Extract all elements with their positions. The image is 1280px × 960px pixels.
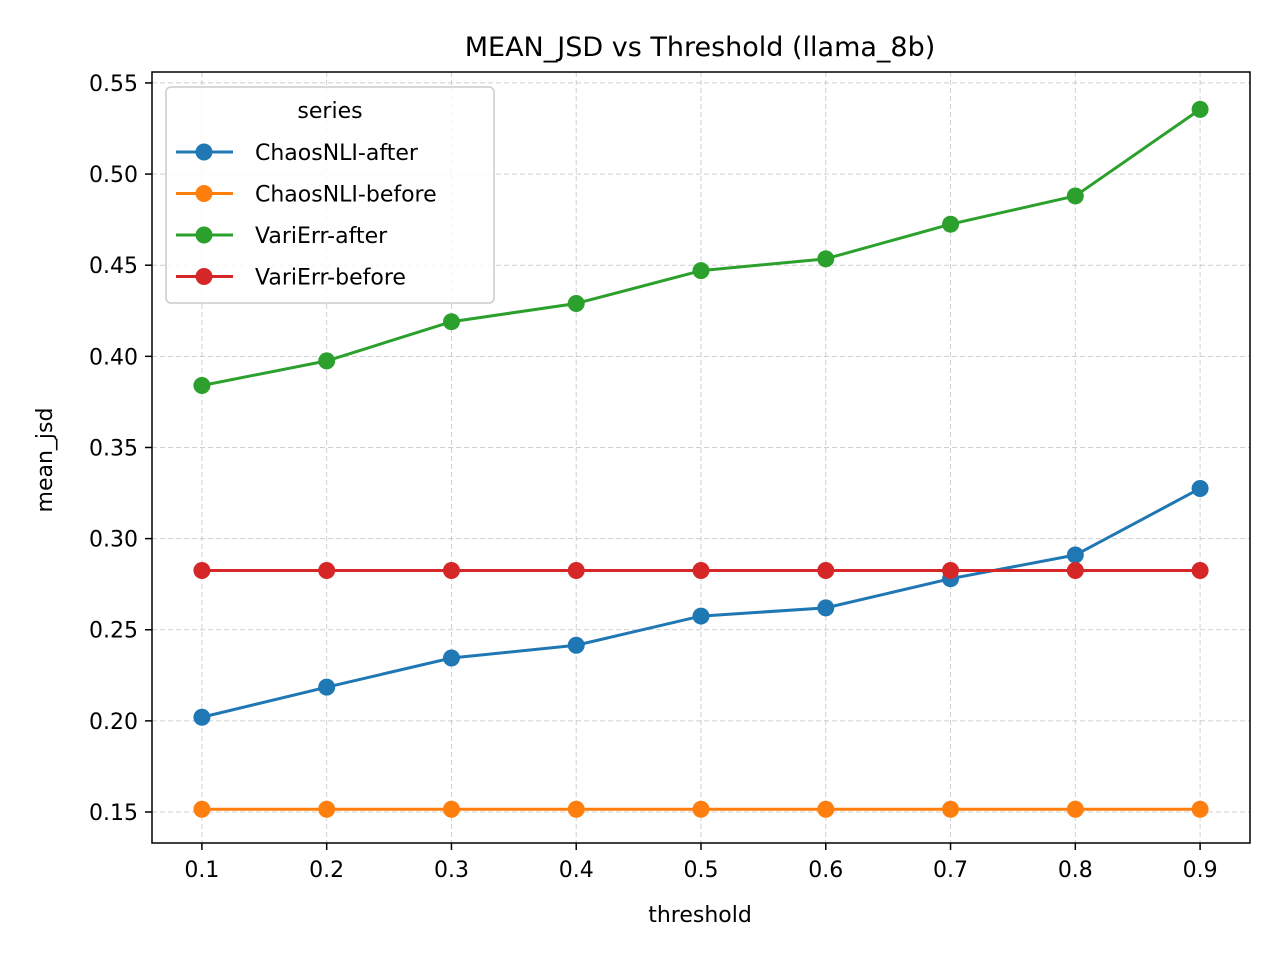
legend-marker [195,185,213,202]
y-tick-label: 0.50 [89,163,138,188]
legend-title: series [297,99,362,124]
y-tick-label: 0.20 [89,710,138,735]
y-axis-label: mean_jsd [33,408,58,513]
series-varierr-before [193,562,1209,580]
data-point-chaosnli-before [567,800,585,818]
series-varierr-after [193,100,1209,395]
data-point-chaosnli-before [193,800,211,818]
legend-marker [195,143,213,161]
data-point-chaosnli-before [942,800,960,818]
data-point-varierr-before [817,562,835,580]
legend: series ChaosNLI-after ChaosNLI-before VariE… [165,86,495,304]
x-tick-label: 0.5 [684,858,719,883]
x-tick-label: 0.9 [1183,858,1218,883]
data-point-chaosnli-after [1066,546,1084,564]
data-point-chaosnli-after [692,607,710,625]
x-tick-label: 0.4 [559,858,594,883]
legend-marker [195,268,213,285]
series-chaosnli-after [193,479,1209,726]
tick-layer: 0.1 0.2 0.3 0.4 0.5 0.6 0.7 0.8 0.9 0.15 0.20 0.25 0… [89,72,1218,883]
y-tick-label: 0.35 [89,436,138,461]
series-layer [193,100,1209,818]
data-point-chaosnli-after [1191,479,1209,497]
legend-label: VariErr-before [255,266,406,291]
data-point-chaosnli-after [817,599,835,617]
x-tick-label: 0.7 [933,858,968,883]
legend-entry-varierr-after: VariErr-after [176,224,388,249]
y-tick-label: 0.45 [89,254,138,279]
x-tick-label: 0.3 [434,858,469,883]
data-point-varierr-before [318,562,336,580]
data-point-chaosnli-before [692,800,710,818]
data-point-varierr-after [942,215,960,233]
data-point-chaosnli-before [1191,800,1209,818]
data-point-chaosnli-before [817,800,835,818]
y-tick-label: 0.40 [89,345,138,370]
data-point-varierr-before [1191,562,1209,580]
data-point-varierr-after [567,294,585,312]
legend-box [165,86,495,304]
data-point-varierr-after [817,250,835,268]
y-tick-label: 0.30 [89,528,138,553]
data-point-varierr-before [193,562,211,580]
chart-title: MEAN_JSD vs Threshold (llama_8b) [465,32,936,63]
data-point-chaosnli-before [318,800,336,818]
data-point-varierr-before [1066,562,1084,580]
y-tick-label: 0.15 [89,801,138,826]
data-point-varierr-before [942,562,960,580]
data-point-chaosnli-before [1066,800,1084,818]
series-chaosnli-before [193,800,1209,818]
legend-label: ChaosNLI-before [255,183,437,208]
legend-entry-chaosnli-after: ChaosNLI-after [176,141,419,166]
legend-label: ChaosNLI-after [255,141,419,166]
data-point-varierr-before [692,562,710,580]
data-point-varierr-after [193,377,211,395]
legend-entry-varierr-before: VariErr-before [176,266,406,291]
legend-entry-chaosnli-before: ChaosNLI-before [176,183,437,208]
data-point-varierr-after [1066,187,1084,205]
data-point-varierr-after [692,262,710,280]
data-point-varierr-before [442,562,460,580]
y-tick-label: 0.25 [89,619,138,644]
y-tick-label: 0.55 [89,72,138,97]
data-point-chaosnli-after [193,708,211,726]
x-tick-label: 0.8 [1058,858,1093,883]
data-point-chaosnli-after [318,678,336,696]
data-point-chaosnli-after [442,649,460,667]
x-tick-label: 0.2 [309,858,344,883]
legend-label: VariErr-after [255,224,388,249]
x-tick-label: 0.6 [808,858,843,883]
data-point-chaosnli-after [567,636,585,654]
x-tick-label: 0.1 [184,858,219,883]
data-point-chaosnli-before [442,800,460,818]
data-point-varierr-after [1191,100,1209,118]
x-axis-label: threshold [648,903,752,928]
data-point-varierr-after [442,313,460,331]
data-point-varierr-after [318,352,336,370]
legend-marker [195,226,213,244]
data-point-varierr-before [567,562,585,580]
